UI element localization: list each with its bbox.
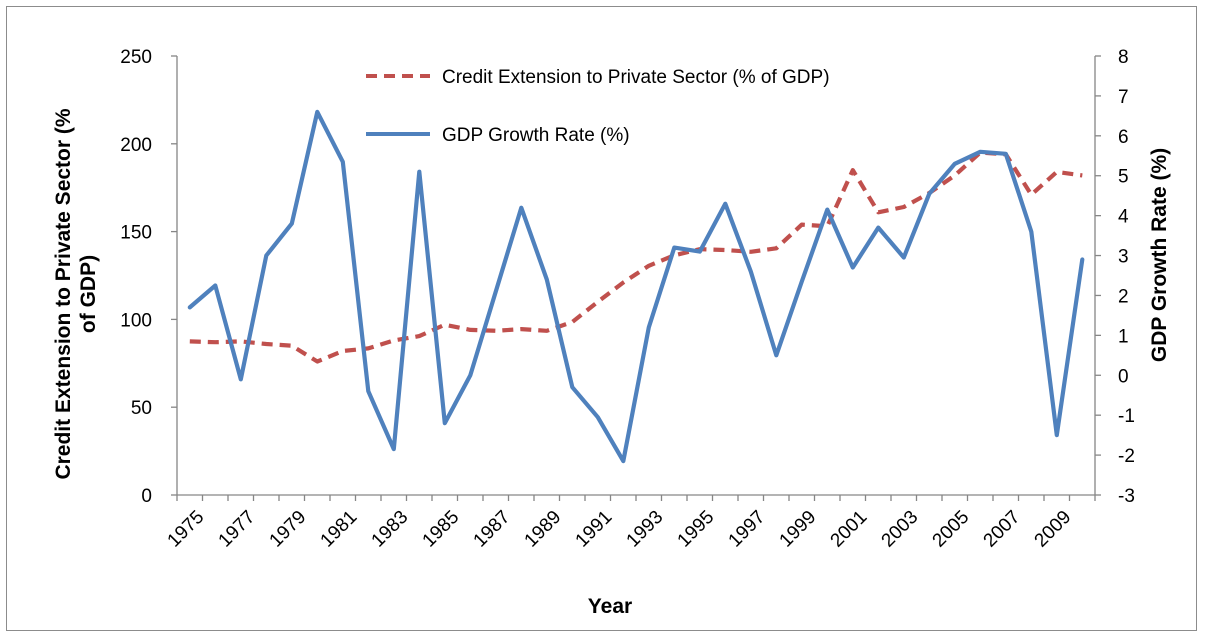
x-tick-label: 1989 [521,507,566,552]
x-tick-label: 2007 [980,507,1025,552]
x-tick-label: 1979 [266,507,311,552]
x-tick-label: 1997 [725,507,770,552]
y-tick-label-right: -1 [1118,406,1135,427]
x-tick-label: 1993 [623,507,668,552]
x-axis-title: Year [588,595,632,618]
chart-frame [6,6,1197,631]
series-line-credit [189,150,1083,364]
y-axis-title-left-line2: of GDP) [77,255,100,333]
y-tick-label-right: 6 [1118,127,1129,148]
x-tick-label: 1981 [317,507,362,552]
y-axis-title-left: Credit Extension to Private Sector (% of… [52,108,100,479]
x-tick-label: 2003 [878,507,923,552]
x-tick-label: 2009 [1031,507,1076,552]
y-tick-label-right: 3 [1118,247,1129,268]
x-tick-label: 1987 [470,507,515,552]
series-layer [187,109,1085,464]
legend-label-credit: Credit Extension to Private Sector (% of… [442,67,830,88]
y-tick-label-left: 0 [141,486,152,507]
legend-label-gdp: GDP Growth Rate (%) [442,125,630,146]
series-line-gdp [187,109,1085,464]
y-axis-title-left-line1: Credit Extension to Private Sector (% [52,108,75,479]
x-tick-label: 1985 [419,507,464,552]
x-tick-label: 2005 [929,507,974,552]
y-axis-title-right: GDP Growth Rate (%) [1148,148,1171,362]
x-tick-label: 1975 [164,507,209,552]
y-tick-label-right: 2 [1118,286,1129,307]
y-tick-label-left: 250 [120,47,152,68]
y-tick-label-right: -3 [1118,486,1135,507]
x-tick-label: 1991 [572,507,617,552]
x-tick-label: 1977 [215,507,260,552]
y-tick-label-right: 4 [1118,207,1129,228]
x-tick-label: 2001 [827,507,872,552]
y-tick-label-left: 100 [120,310,152,331]
legend: Credit Extension to Private Sector (% of… [366,67,830,146]
x-tick-label: 1983 [368,507,413,552]
y-tick-label-right: 0 [1118,366,1129,387]
y-tick-label-left: 150 [120,223,152,244]
y-tick-label-left: 50 [131,398,152,419]
x-tick-label: 1995 [674,507,719,552]
y-tick-label-right: 1 [1118,326,1129,347]
y-tick-label-right: 5 [1118,167,1129,188]
y-tick-label-left: 200 [120,135,152,156]
chart-axes [171,55,1101,501]
x-tick-label: 1999 [776,507,821,552]
y-tick-label-right: -2 [1118,446,1135,467]
y-tick-label-right: 8 [1118,47,1129,68]
y-tick-label-right: 7 [1118,87,1129,108]
